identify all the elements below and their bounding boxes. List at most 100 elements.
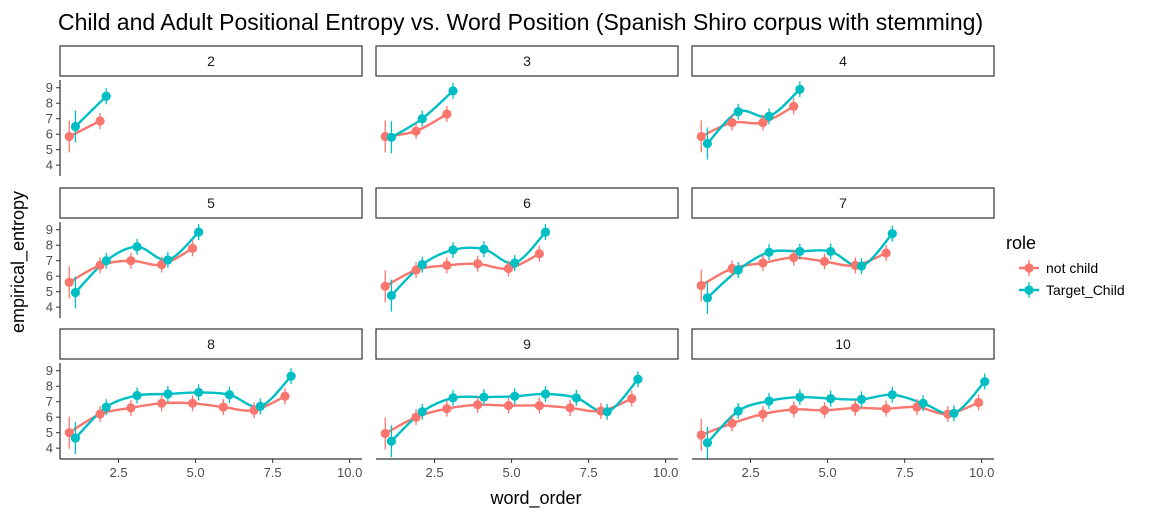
legend-key: [1019, 260, 1039, 276]
facet-strip-label: 6: [523, 195, 531, 211]
x-tick-label: 2.5: [110, 465, 128, 480]
not-child-point: [64, 428, 74, 438]
y-tick-label: 5: [46, 284, 53, 299]
y-tick-label: 4: [46, 441, 53, 456]
y-tick-label: 7: [46, 253, 53, 268]
y-tick-label: 6: [46, 127, 53, 142]
not-child-point: [411, 265, 421, 275]
target-child-point: [602, 407, 612, 417]
target-child-point: [255, 401, 265, 411]
facet-strip-label: 4: [839, 53, 847, 69]
target-child-point: [633, 374, 643, 384]
x-tick-label: 5.0: [187, 465, 205, 480]
not-child-point: [95, 409, 105, 419]
not-child-point: [727, 418, 737, 428]
target-child-point: [856, 261, 867, 271]
target-child-point: [826, 246, 836, 257]
target-child-point: [70, 287, 81, 298]
facet-strip-label: 7: [839, 195, 847, 211]
not-child-point: [789, 101, 799, 111]
target-child-point: [795, 84, 805, 94]
target-child-point: [980, 376, 990, 387]
not-child-point: [442, 404, 452, 414]
target-child-point: [101, 91, 111, 101]
not-child-point: [819, 256, 830, 267]
target-child-point: [386, 132, 397, 142]
y-tick-label: 7: [46, 394, 53, 409]
facet-strip: [691, 187, 995, 219]
target-child-point: [417, 407, 427, 417]
not-child-smooth-line: [700, 401, 980, 437]
not-child-point: [411, 412, 421, 422]
not-child-point: [758, 117, 768, 128]
not-child-point: [473, 400, 483, 410]
not-child-point: [411, 126, 421, 136]
legend: role not child Target_Child: [1006, 233, 1125, 298]
y-tick-label: 4: [46, 300, 53, 315]
not-child-point: [126, 256, 136, 266]
not-child-point: [758, 258, 768, 268]
not-child-point: [819, 405, 830, 415]
not-child-point: [380, 428, 390, 439]
y-tick-label: 9: [46, 363, 53, 378]
not-child-smooth-line: [384, 252, 541, 288]
target-child-point: [163, 389, 173, 399]
facet-panel: 10 2.5 5.0 7.5 10.0: [691, 328, 995, 480]
target-child-point: [702, 138, 713, 149]
not-child-point: [442, 109, 452, 119]
not-child-point: [565, 403, 575, 413]
target-child-point: [194, 227, 204, 237]
not-child-point: [126, 403, 136, 413]
facet-strip: [375, 45, 679, 77]
y-tick-label: 5: [46, 425, 53, 440]
legend-label: Target_Child: [1046, 282, 1125, 298]
target-child-point: [795, 246, 805, 257]
not-child-point: [534, 400, 544, 411]
target-child-point: [826, 394, 836, 404]
facet-panel: 4: [691, 45, 995, 160]
facet-strip: [375, 187, 679, 219]
facet-strip: [691, 328, 995, 360]
not-child-point: [187, 243, 198, 253]
not-child-point: [727, 117, 737, 128]
x-tick-label: 2.5: [426, 465, 444, 480]
not-child-smooth-line: [700, 105, 795, 138]
facet-strip-label: 10: [835, 336, 851, 352]
target-child-point: [386, 436, 397, 446]
y-tick-label: 6: [46, 410, 53, 425]
target-child-point: [286, 371, 296, 381]
target-child-point: [856, 394, 867, 404]
x-axis-title: word_order: [489, 488, 581, 509]
facet-strip-label: 9: [523, 336, 531, 352]
target-child-point: [571, 393, 581, 403]
not-child-point: [503, 400, 514, 411]
x-tick-label: 7.5: [580, 465, 598, 480]
not-child-point: [64, 277, 74, 287]
facet-strip-label: 8: [207, 336, 215, 352]
target-child-point: [479, 244, 489, 254]
target-child-point: [540, 389, 551, 399]
not-child-point: [789, 404, 799, 415]
target-child-point: [733, 265, 743, 275]
target-child-point: [510, 258, 520, 268]
target-child-point: [448, 245, 458, 255]
target-child-point: [448, 86, 458, 96]
legend-key-point: [1024, 263, 1034, 273]
target-child-smooth-line: [706, 88, 802, 145]
x-tick-label: 10.0: [969, 465, 994, 480]
facet-panel: 3: [375, 45, 679, 154]
chart-title: Child and Adult Positional Entropy vs. W…: [58, 9, 983, 35]
target-child-point: [764, 111, 774, 121]
y-tick-label: 5: [46, 142, 53, 157]
x-tick-label: 5.0: [503, 465, 521, 480]
target-child-point: [224, 390, 235, 400]
y-tick-label: 8: [46, 379, 53, 394]
not-child-point: [758, 409, 768, 419]
target-child-point: [417, 259, 427, 270]
x-tick-label: 10.0: [653, 465, 678, 480]
facet-strip: [375, 328, 679, 360]
facet-strip-label: 5: [207, 195, 215, 211]
not-child-point: [881, 248, 891, 258]
